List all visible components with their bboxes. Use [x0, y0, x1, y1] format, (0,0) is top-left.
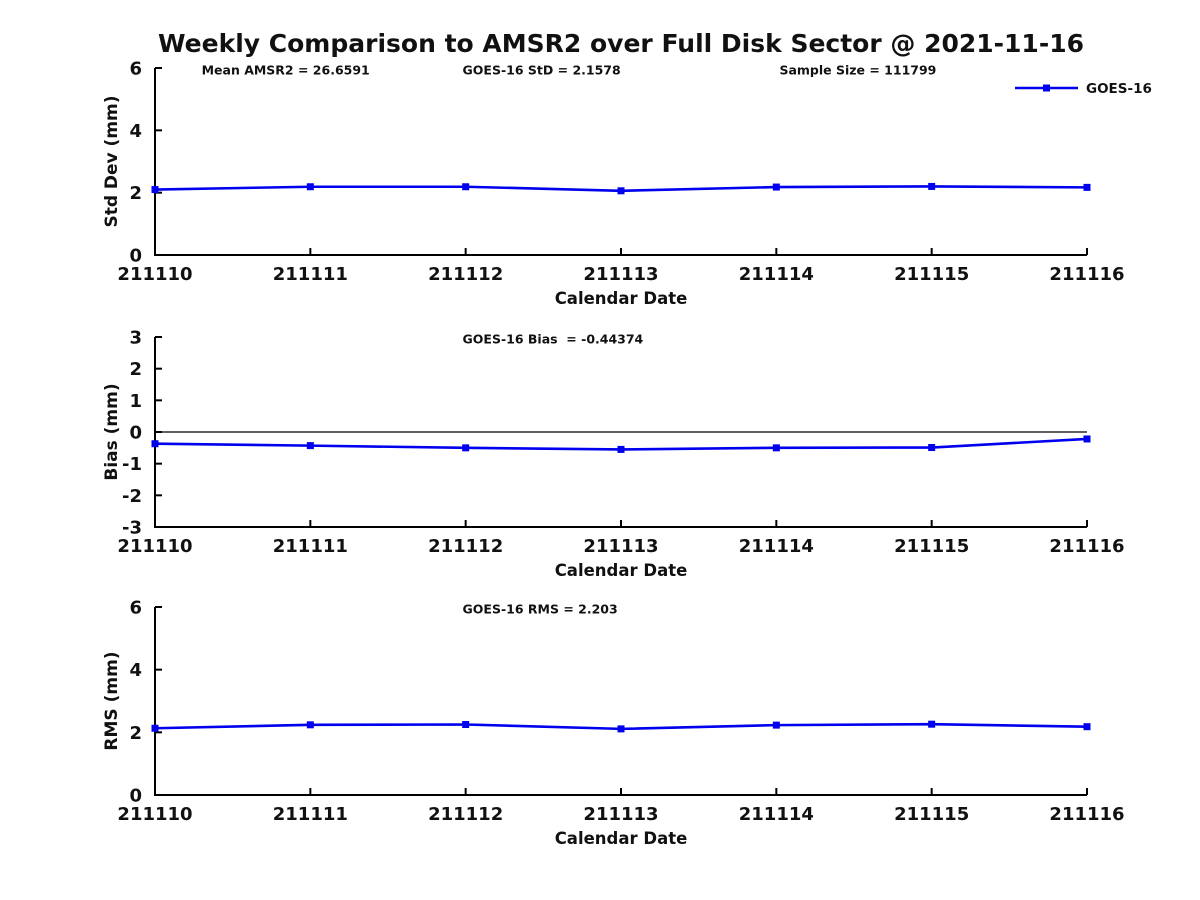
x-tick-label: 211115	[894, 264, 969, 285]
y-tick-label: 6	[129, 598, 142, 619]
y-tick-label: 0	[129, 786, 142, 807]
y-tick-label: 2	[129, 359, 142, 380]
y-tick-label: -1	[122, 454, 142, 475]
data-point-marker	[1083, 183, 1091, 191]
x-tick-label: 211111	[273, 804, 348, 825]
y-tick-label: 3	[129, 328, 142, 349]
data-point-marker	[462, 721, 470, 728]
x-tick-label: 211110	[117, 536, 192, 557]
y-tick-label: 6	[129, 59, 142, 80]
x-tick-label: 211114	[739, 264, 814, 285]
y-tick-label: 2	[129, 183, 142, 204]
x-tick-label: 211110	[117, 264, 192, 285]
y-tick-label: 4	[129, 660, 142, 681]
data-point-marker	[151, 440, 159, 448]
legend-label: GOES-16	[1086, 81, 1152, 97]
data-point-marker	[772, 444, 780, 452]
x-tick-label: 211112	[428, 536, 503, 557]
data-point-marker	[617, 725, 625, 733]
x-axis-label: Calendar Date	[555, 829, 688, 848]
x-tick-label: 211115	[894, 536, 969, 557]
data-point-marker	[306, 183, 314, 191]
x-tick-label: 211116	[1049, 804, 1124, 825]
y-axis-label: RMS (mm)	[102, 651, 122, 750]
y-tick-label: 0	[129, 423, 142, 444]
x-tick-label: 211116	[1049, 264, 1124, 285]
data-point-marker	[772, 721, 780, 729]
data-point-marker	[306, 442, 314, 450]
y-axis-label: Std Dev (mm)	[102, 95, 122, 227]
y-tick-label: 2	[129, 723, 142, 744]
x-axis-label: Calendar Date	[555, 561, 688, 580]
y-tick-label: 1	[129, 391, 142, 412]
x-tick-label: 211113	[583, 264, 658, 285]
data-point-marker	[928, 182, 936, 190]
data-point-marker	[462, 183, 470, 191]
x-tick-label: 211110	[117, 804, 192, 825]
legend-marker	[1043, 84, 1050, 92]
data-point-marker	[462, 444, 470, 452]
data-point-marker	[306, 721, 314, 729]
x-tick-label: 211114	[739, 536, 814, 557]
x-tick-label: 211113	[583, 536, 658, 557]
annotation-text: GOES-16 StD = 2.1578	[463, 63, 621, 78]
data-point-marker	[1083, 723, 1091, 731]
x-axis-label: Calendar Date	[555, 289, 688, 308]
figure-title: Weekly Comparison to AMSR2 over Full Dis…	[157, 29, 1084, 58]
x-tick-label: 211115	[894, 804, 969, 825]
y-axis-label: Bias (mm)	[102, 383, 122, 480]
x-tick-label: 211116	[1049, 536, 1124, 557]
data-point-marker	[617, 187, 625, 195]
data-point-marker	[617, 445, 625, 453]
annotation-text: GOES-16 RMS = 2.203	[463, 602, 618, 617]
x-tick-label: 211111	[273, 264, 348, 285]
x-tick-label: 211113	[583, 804, 658, 825]
x-tick-label: 211114	[739, 804, 814, 825]
x-tick-label: 211112	[428, 264, 503, 285]
data-point-marker	[151, 724, 159, 732]
y-tick-label: 4	[129, 121, 142, 142]
data-point-marker	[928, 444, 936, 452]
data-point-marker	[1083, 435, 1091, 443]
x-tick-label: 211111	[273, 536, 348, 557]
data-point-marker	[772, 183, 780, 191]
annotation-text: GOES-16 Bias = -0.44374	[463, 332, 644, 347]
annotation-text: Mean AMSR2 = 26.6591	[202, 63, 370, 78]
y-tick-label: -2	[122, 486, 142, 507]
y-tick-label: 0	[129, 246, 142, 267]
data-point-marker	[928, 720, 936, 728]
y-tick-label: -3	[122, 518, 142, 539]
x-tick-label: 211112	[428, 804, 503, 825]
data-point-marker	[151, 186, 159, 194]
annotation-text: Sample Size = 111799	[779, 63, 936, 78]
